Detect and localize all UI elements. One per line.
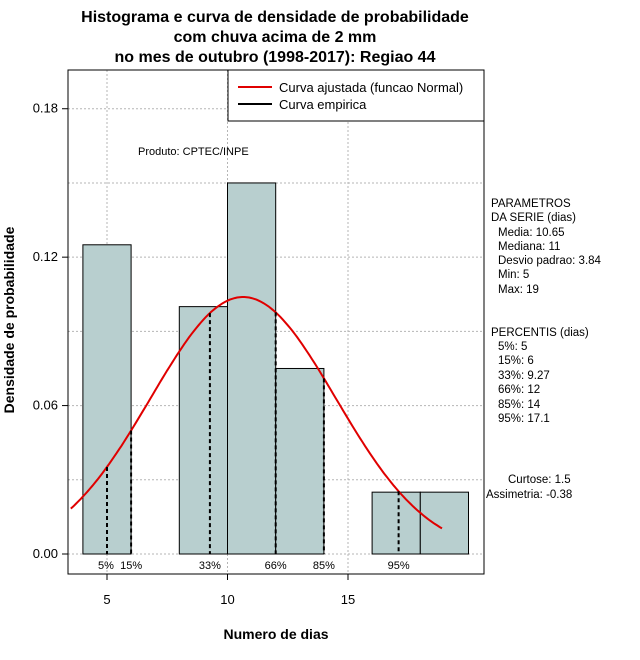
parameter-min: Min: 5 <box>498 269 529 281</box>
percentile-5: 5%: 5 <box>498 341 527 353</box>
histogram-bars <box>82 182 469 555</box>
parameter-median: Mediana: 11 <box>498 241 560 253</box>
percentile-tick-label-33: 33% <box>199 560 221 572</box>
parameter-max: Max: 19 <box>498 284 539 296</box>
histogram-bar-16-18 <box>371 491 421 555</box>
product-annotation: Produto: CPTEC/INPE <box>138 146 249 158</box>
histogram-bar-4-6 <box>82 244 132 555</box>
percentile-tick-label-15: 15% <box>120 560 142 572</box>
chart-title-line-3: no mes de outubro (1998-2017): Regiao 44 <box>115 49 436 66</box>
percentiles-heading: PERCENTIS (dias) <box>491 327 589 339</box>
legend-label-fitted: Curva ajustada (funcao Normal) <box>279 80 463 95</box>
series-parameters: PARAMETROS DA SERIE (dias) Media: 10.65 … <box>491 198 602 296</box>
percentile-66: 66%: 12 <box>498 384 540 396</box>
percentile-tick-label-5: 5% <box>98 560 114 572</box>
chart-title-line-2: com chuva acima de 2 mm <box>174 29 377 46</box>
x-axis-label: Numero de dias <box>223 626 328 642</box>
percentile-tick-label-85: 85% <box>313 560 335 572</box>
histogram-bar-8-10 <box>178 306 229 555</box>
x-tick-label-5: 5 <box>103 592 110 607</box>
legend: Curva ajustada (funcao Normal) Curva emp… <box>227 69 485 122</box>
y-tick-label-3: 0.18 <box>33 101 58 116</box>
legend-box <box>227 69 485 122</box>
y-axis-label: Densidade de probabilidade <box>1 226 17 413</box>
axes: 5 10 15 0.00 0.06 0.12 0.18 <box>33 101 356 607</box>
percentile-list: PERCENTIS (dias) 5%: 5 15%: 6 33%: 9.27 … <box>491 327 589 425</box>
kurtosis: Curtose: 1.5 <box>508 474 571 486</box>
y-tick-label-2: 0.12 <box>33 249 58 264</box>
percentile-85: 85%: 14 <box>498 399 541 411</box>
y-tick-label-0: 0.00 <box>33 546 58 561</box>
percentile-labels: 5% 15% 33% 66% 85% 95% <box>98 560 410 572</box>
parameters-heading-2: DA SERIE (dias) <box>491 212 576 224</box>
histogram-bar-10-12 <box>227 182 277 555</box>
percentile-tick-label-95: 95% <box>388 560 410 572</box>
normal-curve <box>70 296 443 554</box>
percentile-95: 95%: 17.1 <box>498 413 550 425</box>
parameter-sd: Desvio padrao: 3.84 <box>498 255 602 267</box>
parameters-heading-1: PARAMETROS <box>491 198 571 210</box>
fitted-normal-curve <box>70 296 443 530</box>
chart-title-line-1: Histograma e curva de densidade de proba… <box>81 9 469 26</box>
histogram-bar-18-20 <box>419 491 469 555</box>
x-tick-label-10: 10 <box>220 592 234 607</box>
histogram-bar-12-14 <box>275 367 325 555</box>
percentile-tick-label-66: 66% <box>265 560 287 572</box>
legend-label-empirical: Curva empirica <box>279 97 367 112</box>
percentile-15: 15%: 6 <box>498 355 534 367</box>
percentile-33: 33%: 9.27 <box>498 370 550 382</box>
shape-statistics: Curtose: 1.5 Assimetria: -0.38 <box>486 474 572 501</box>
y-tick-label-1: 0.06 <box>33 398 58 413</box>
skewness: Assimetria: -0.38 <box>486 489 572 501</box>
parameter-mean: Media: 10.65 <box>498 227 565 239</box>
x-tick-label-15: 15 <box>341 592 355 607</box>
